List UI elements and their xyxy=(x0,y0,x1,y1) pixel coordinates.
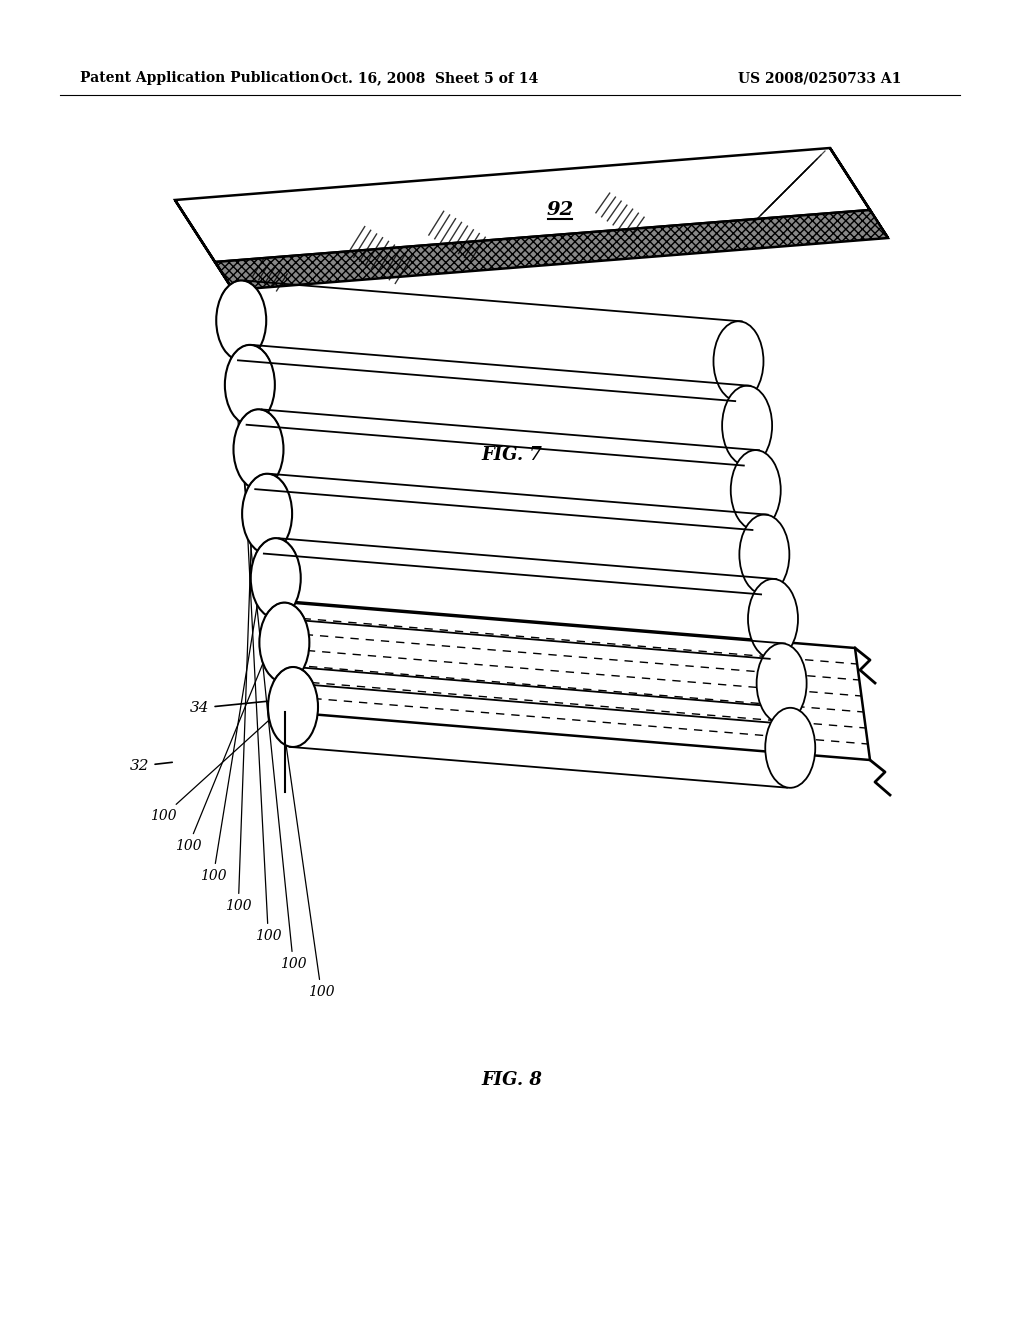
Polygon shape xyxy=(270,601,870,760)
Polygon shape xyxy=(175,148,870,261)
Ellipse shape xyxy=(216,280,266,360)
Ellipse shape xyxy=(722,385,772,466)
Text: FIG. 7: FIG. 7 xyxy=(481,446,543,465)
Text: 100: 100 xyxy=(236,392,306,972)
Ellipse shape xyxy=(739,515,790,594)
Text: Patent Application Publication: Patent Application Publication xyxy=(80,71,319,84)
Ellipse shape xyxy=(748,579,798,659)
Text: 100: 100 xyxy=(244,457,282,942)
Text: 100: 100 xyxy=(225,521,252,913)
Text: US 2008/0250733 A1: US 2008/0250733 A1 xyxy=(738,71,902,84)
Polygon shape xyxy=(175,201,233,290)
Ellipse shape xyxy=(268,667,318,747)
Text: FIG. 8: FIG. 8 xyxy=(481,1071,543,1089)
Ellipse shape xyxy=(251,539,301,618)
Ellipse shape xyxy=(714,321,764,401)
Ellipse shape xyxy=(731,450,780,531)
Text: 100: 100 xyxy=(175,651,268,853)
Text: 100: 100 xyxy=(150,714,275,822)
Ellipse shape xyxy=(242,474,292,553)
Text: 100: 100 xyxy=(226,329,335,999)
Ellipse shape xyxy=(765,708,815,788)
Polygon shape xyxy=(830,148,888,238)
Text: 32: 32 xyxy=(130,759,172,774)
Ellipse shape xyxy=(757,643,807,723)
Text: Oct. 16, 2008  Sheet 5 of 14: Oct. 16, 2008 Sheet 5 of 14 xyxy=(322,71,539,84)
Ellipse shape xyxy=(225,345,274,425)
Text: 92: 92 xyxy=(547,201,573,219)
Ellipse shape xyxy=(233,409,284,490)
Polygon shape xyxy=(215,210,888,290)
Ellipse shape xyxy=(259,602,309,682)
Text: 100: 100 xyxy=(200,586,260,883)
Text: 34: 34 xyxy=(190,701,278,715)
